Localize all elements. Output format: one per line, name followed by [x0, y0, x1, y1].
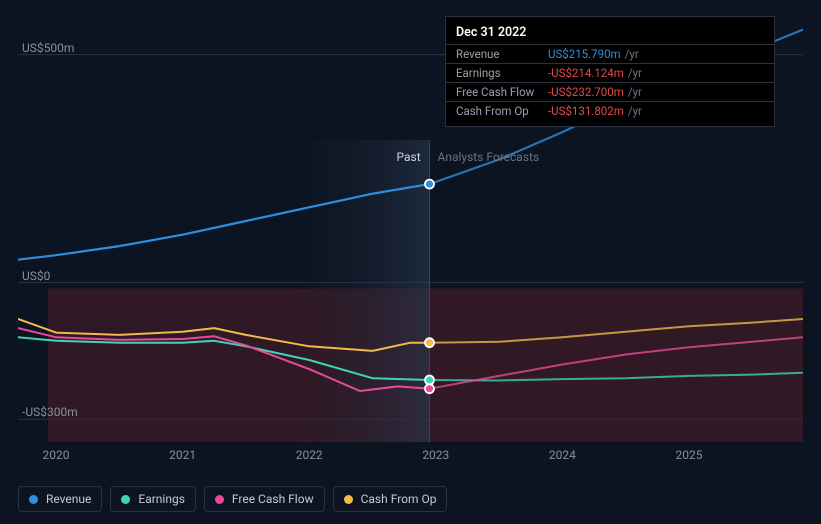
legend-dot-icon	[215, 495, 224, 504]
x-axis-label: 2025	[659, 448, 719, 462]
tooltip-title: Dec 31 2022	[446, 23, 774, 44]
legend-item-earnings[interactable]: Earnings	[110, 486, 196, 512]
tooltip-row-unit: /yr	[625, 47, 639, 61]
legend-item-cfo[interactable]: Cash From Op	[333, 486, 448, 512]
x-axis-label: 2023	[406, 448, 466, 462]
tooltip-row-label: Cash From Op	[456, 104, 548, 118]
tooltip-row-value: -US$214.124m	[548, 66, 624, 80]
chart-tooltip: Dec 31 2022 RevenueUS$215.790m/yrEarning…	[445, 16, 775, 127]
x-axis-label: 2020	[26, 448, 86, 462]
tooltip-row: RevenueUS$215.790m/yr	[446, 44, 774, 63]
tooltip-row: Earnings-US$214.124m/yr	[446, 63, 774, 82]
tooltip-row-unit: /yr	[628, 66, 642, 80]
tooltip-row-label: Free Cash Flow	[456, 85, 548, 99]
x-axis-label: 2022	[279, 448, 339, 462]
legend-dot-icon	[29, 495, 38, 504]
tooltip-row-value: US$215.790m	[548, 47, 621, 61]
y-axis-label: US$500m	[22, 41, 74, 55]
x-axis-label: 2024	[532, 448, 592, 462]
legend-dot-icon	[344, 495, 353, 504]
tooltip-row-unit: /yr	[628, 85, 642, 99]
section-label-past: Past	[396, 150, 420, 164]
tooltip-row-unit: /yr	[628, 104, 642, 118]
y-axis-label: -US$300m	[22, 405, 78, 419]
section-label-forecast: Analysts Forecasts	[437, 150, 539, 164]
tooltip-row: Free Cash Flow-US$232.700m/yr	[446, 82, 774, 101]
tooltip-row: Cash From Op-US$131.802m/yr	[446, 101, 774, 120]
legend-item-revenue[interactable]: Revenue	[18, 486, 102, 512]
tooltip-row-value: -US$131.802m	[548, 104, 624, 118]
tooltip-row-value: -US$232.700m	[548, 85, 624, 99]
legend-item-label: Free Cash Flow	[232, 492, 314, 506]
legend-item-label: Earnings	[138, 492, 185, 506]
x-axis-label: 2021	[153, 448, 213, 462]
tooltip-row-label: Earnings	[456, 66, 548, 80]
legend-item-label: Cash From Op	[361, 492, 437, 506]
legend-item-label: Revenue	[46, 492, 91, 506]
legend-dot-icon	[121, 495, 130, 504]
legend-item-fcf[interactable]: Free Cash Flow	[204, 486, 325, 512]
tooltip-row-label: Revenue	[456, 47, 548, 61]
chart-legend: Revenue Earnings Free Cash Flow Cash From O…	[18, 486, 447, 512]
y-axis-label: US$0	[22, 269, 50, 283]
